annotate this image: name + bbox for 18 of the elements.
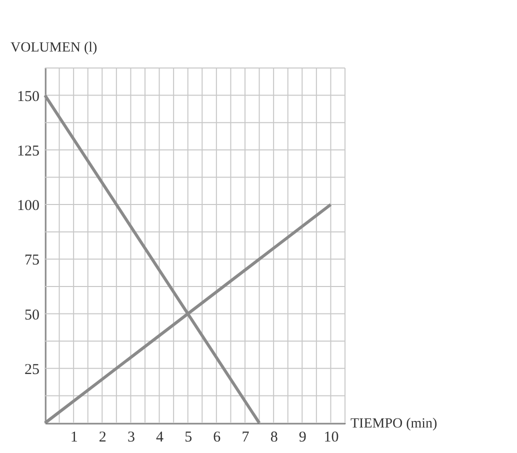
y-tick-label: 150 [17,88,40,105]
x-tick-label: 2 [98,430,106,446]
x-axis-title: TIEMPO (min) [350,416,438,432]
y-tick-label: 25 [24,362,40,378]
y-tick-label: 125 [17,143,40,160]
y-axis-title: VOLUMEN (l) [10,40,98,56]
x-tick-label: 10 [324,430,339,446]
x-tick-label: 5 [184,430,192,446]
x-tick-label: 8 [270,430,278,446]
x-tick-label: 9 [298,430,306,446]
y-tick-label: 75 [24,252,40,269]
x-tick-label: 1 [70,430,78,446]
x-tick-label: 7 [242,430,250,446]
y-tick-label: 50 [24,307,40,324]
y-tick-label: 100 [17,198,40,214]
x-tick-label: 6 [213,430,222,446]
x-tick-label: 4 [156,430,164,446]
x-tick-label: 3 [127,430,135,446]
